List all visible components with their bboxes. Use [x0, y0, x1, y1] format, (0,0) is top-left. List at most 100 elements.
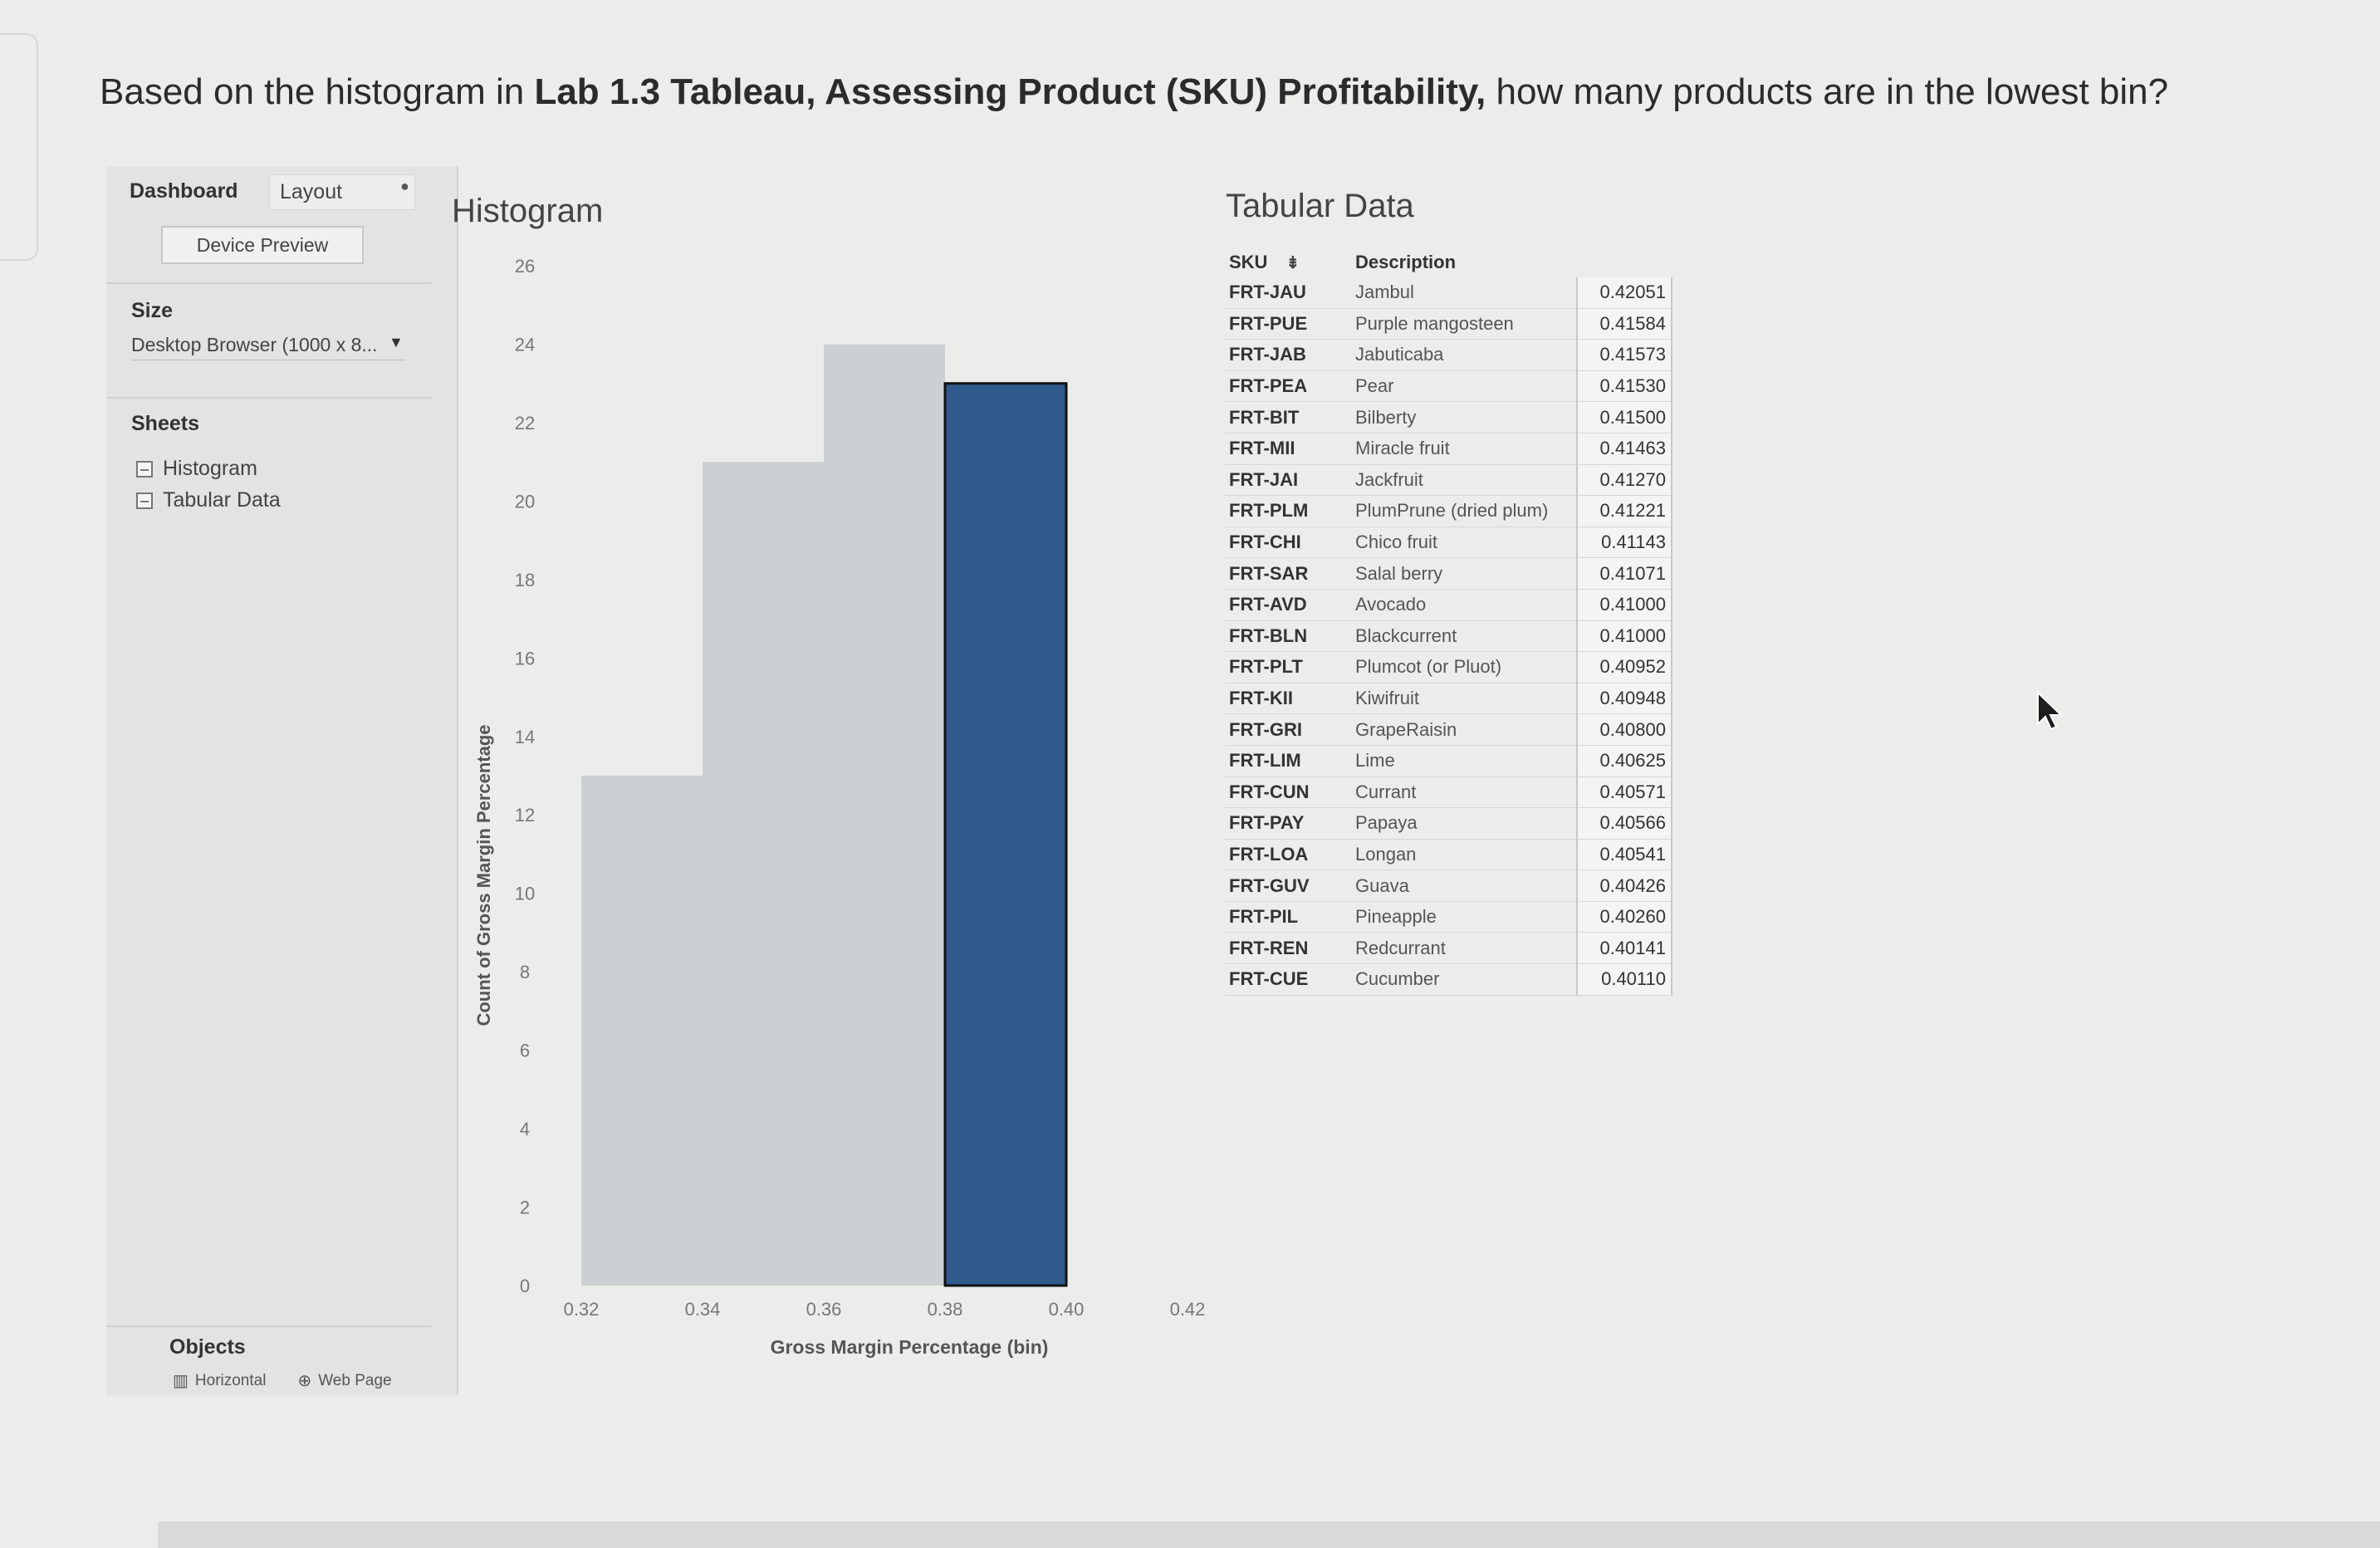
table-row[interactable]: FRT-PUE Purple mangosteen 0.41584	[1224, 308, 1672, 340]
sku-cell: FRT-JAI	[1224, 464, 1350, 497]
sku-cell: FRT-BLN	[1224, 620, 1350, 653]
table-row[interactable]: FRT-BIT Bilberty 0.41500	[1224, 401, 1672, 434]
description-cell: Blackcurrent	[1350, 620, 1577, 653]
description-cell: Papaya	[1350, 807, 1577, 840]
sku-cell: FRT-CHI	[1224, 527, 1350, 559]
sku-cell: FRT-PUE	[1224, 308, 1350, 340]
description-cell: Pineapple	[1350, 901, 1577, 933]
objects-title: Objects	[169, 1335, 246, 1359]
sheet-icon	[136, 460, 153, 478]
table-row[interactable]: FRT-PLM PlumPrune (dried plum) 0.41221	[1224, 495, 1672, 527]
x-tick-label: 0.32	[564, 1299, 600, 1320]
sku-cell: FRT-PLT	[1224, 651, 1350, 683]
header-sku[interactable]: SKU ⇟	[1229, 252, 1300, 272]
table-row[interactable]: FRT-GRI GrapeRaisin 0.40800	[1224, 713, 1672, 746]
description-cell: Pear	[1350, 370, 1577, 403]
description-cell: Salal berry	[1350, 557, 1577, 590]
table-row[interactable]: FRT-CUE Cucumber 0.40110	[1224, 963, 1672, 996]
x-tick-label: 0.36	[806, 1299, 842, 1320]
table-row[interactable]: FRT-LOA Longan 0.40541	[1224, 839, 1672, 871]
sku-cell: FRT-KII	[1224, 683, 1350, 715]
sku-cell: FRT-PLM	[1224, 495, 1350, 527]
table-row[interactable]: FRT-JAU Jambul 0.42051	[1224, 277, 1672, 309]
sheet-item-histogram[interactable]: Histogram	[136, 457, 257, 481]
value-cell: 0.40948	[1576, 683, 1672, 715]
value-cell: 0.40426	[1576, 870, 1672, 902]
value-cell: 0.42051	[1576, 277, 1672, 309]
device-preview-button[interactable]: Device Preview	[161, 226, 364, 264]
table-row[interactable]: FRT-LIM Lime 0.40625	[1224, 745, 1672, 777]
table-row[interactable]: FRT-PEA Pear 0.41530	[1224, 370, 1672, 403]
table-row[interactable]: FRT-REN Redcurrant 0.40141	[1224, 932, 1672, 965]
table-row[interactable]: FRT-CHI Chico fruit 0.41143	[1224, 527, 1672, 559]
y-tick-label: 16	[515, 648, 535, 669]
value-cell: 0.41000	[1576, 620, 1672, 653]
table-row[interactable]: FRT-CUN Currant 0.40571	[1224, 776, 1672, 809]
y-tick-label: 2	[520, 1198, 530, 1218]
size-dropdown[interactable]: Desktop Browser (1000 x 8...	[131, 334, 405, 360]
value-cell: 0.41071	[1576, 557, 1672, 590]
value-cell: 0.41221	[1576, 495, 1672, 527]
value-cell: 0.41573	[1576, 339, 1672, 371]
table-row[interactable]: FRT-PLT Plumcot (or Pluot) 0.40952	[1224, 651, 1672, 683]
question-bold: Lab 1.3 Tableau, Assessing Product (SKU)…	[534, 71, 1486, 112]
description-cell: Avocado	[1350, 589, 1577, 621]
y-tick-label: 22	[515, 413, 535, 434]
value-cell: 0.40800	[1576, 713, 1672, 746]
header-value	[1577, 247, 1672, 277]
table-row[interactable]: FRT-GUV Guava 0.40426	[1224, 870, 1672, 902]
mouse-cursor-icon	[2037, 691, 2064, 731]
description-cell: GrapeRaisin	[1350, 713, 1577, 746]
value-cell: 0.41270	[1576, 464, 1672, 497]
y-tick-label: 10	[515, 884, 535, 904]
object-horizontal[interactable]: ▥ Horizontal	[173, 1371, 267, 1391]
x-tick-label: 0.42	[1170, 1299, 1206, 1320]
table-row[interactable]: FRT-KII Kiwifruit 0.40948	[1224, 683, 1672, 715]
value-cell: 0.40110	[1576, 963, 1672, 996]
description-cell: Jabuticaba	[1350, 339, 1577, 371]
table-row[interactable]: FRT-SAR Salal berry 0.41071	[1224, 557, 1672, 590]
sku-cell: FRT-LIM	[1224, 745, 1350, 777]
y-axis-label: Count of Gross Margin Percentage	[473, 724, 494, 1026]
object-web-page[interactable]: ⊕ Web Page	[297, 1371, 392, 1391]
value-cell: 0.41463	[1576, 433, 1672, 465]
table-row[interactable]: FRT-MII Miracle fruit 0.41463	[1224, 433, 1672, 465]
y-tick-label: 18	[515, 570, 535, 590]
description-cell: Jackfruit	[1350, 464, 1577, 497]
pane-tabs: Dashboard Layout ●	[106, 166, 457, 213]
tab-menu-icon[interactable]: ●	[400, 178, 409, 194]
description-cell: Jambul	[1350, 277, 1577, 309]
description-cell: Longan	[1350, 839, 1577, 871]
y-tick-label: 14	[515, 727, 535, 747]
horizontal-icon: ▥	[173, 1372, 189, 1390]
tab-dashboard[interactable]: Dashboard	[130, 179, 238, 203]
y-tick-label: 24	[515, 334, 535, 355]
value-cell: 0.41000	[1576, 589, 1672, 621]
header-description[interactable]: Description	[1355, 252, 1457, 272]
tabular-data-table: SKU ⇟ Description FRT-JAU Jambul 0.42051 FRT…	[1224, 247, 1672, 996]
sort-icon[interactable]: ⇟	[1285, 254, 1300, 272]
sheet-item-tabular-data[interactable]: Tabular Data	[136, 488, 281, 512]
table-row[interactable]: FRT-BLN Blackcurrent 0.41000	[1224, 620, 1672, 653]
size-title: Size	[131, 299, 174, 322]
table-row[interactable]: FRT-JAI Jackfruit 0.41270	[1224, 464, 1672, 497]
chevron-down-icon[interactable]: ▼	[389, 334, 404, 350]
dashboard-pane: Dashboard Layout ● Device Preview Size D…	[106, 166, 458, 1395]
histogram-title: Histogram	[452, 193, 604, 229]
description-cell: Chico fruit	[1350, 527, 1577, 559]
value-cell: 0.41500	[1576, 401, 1672, 434]
description-cell: Currant	[1350, 776, 1577, 809]
sku-cell: FRT-PEA	[1224, 370, 1350, 403]
tabular-title: Tabular Data	[1226, 188, 1414, 224]
value-cell: 0.40260	[1576, 901, 1672, 933]
table-row[interactable]: FRT-PAY Papaya 0.40566	[1224, 807, 1672, 840]
table-row[interactable]: FRT-JAB Jabuticaba 0.41573	[1224, 339, 1672, 371]
sheet-icon	[136, 492, 153, 509]
table-row[interactable]: FRT-PIL Pineapple 0.40260	[1224, 901, 1672, 933]
description-cell: Kiwifruit	[1350, 683, 1577, 715]
tab-layout[interactable]: Layout	[269, 174, 415, 210]
divider	[106, 397, 432, 399]
table-row[interactable]: FRT-AVD Avocado 0.41000	[1224, 589, 1672, 621]
y-tick-label: 4	[520, 1119, 530, 1139]
sku-cell: FRT-BIT	[1224, 401, 1350, 434]
